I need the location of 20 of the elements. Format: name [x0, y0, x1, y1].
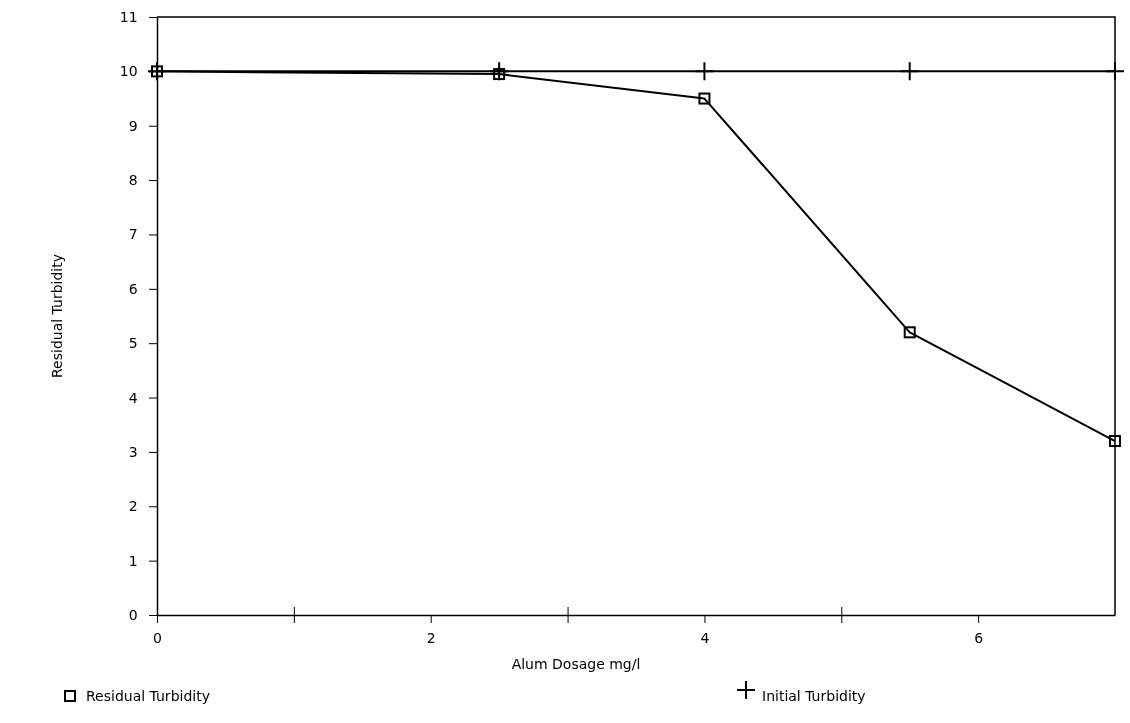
y-tick-label: 11: [119, 8, 138, 25]
y-tick-label: 1: [128, 552, 138, 569]
x-tick-label: 2: [426, 629, 436, 646]
y-tick-label: 2: [128, 498, 138, 515]
x-tick-label: 4: [700, 629, 710, 646]
y-tick-label: 10: [119, 63, 138, 80]
y-tick-label: 6: [128, 280, 138, 297]
y-tick-label: 3: [128, 443, 138, 460]
y-tick-label: 0: [128, 606, 138, 623]
legend-label: Initial Turbidity: [762, 687, 866, 704]
legend-label: Residual Turbidity: [86, 687, 210, 704]
x-tick-label: 6: [974, 629, 984, 646]
x-tick-label: 0: [153, 629, 162, 646]
y-tick-label: 4: [128, 389, 138, 406]
x-axis-title: Alum Dosage mg/l: [511, 656, 641, 672]
y-tick-label: 7: [128, 226, 138, 243]
y-tick-label: 5: [128, 335, 138, 352]
y-tick-label: 8: [128, 172, 138, 189]
y-tick-label: 9: [128, 117, 138, 134]
y-axis-title: Residual Turbidity: [49, 254, 65, 378]
